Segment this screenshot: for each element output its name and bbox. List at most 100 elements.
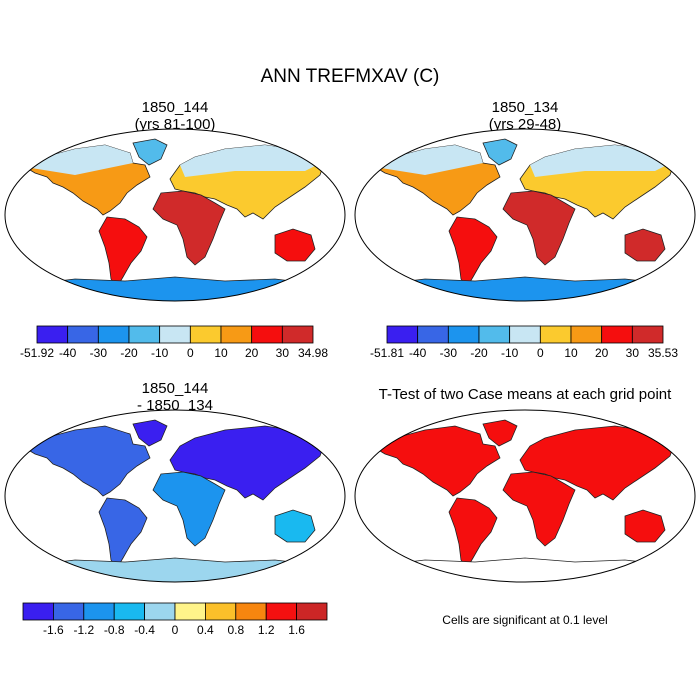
colorbar-1-label-10: 34.98: [298, 346, 328, 360]
map-antarctica-1: [23, 276, 327, 301]
colorbar-2-label-4: -20: [470, 346, 488, 360]
colorbar-1-label-2: -40: [59, 346, 77, 360]
map-australia-1: [274, 228, 316, 262]
colorbar-3-label-5: 0: [172, 623, 179, 637]
colorbar-1-box-3: [97, 325, 130, 344]
colorbar-2-box-8: [601, 325, 633, 344]
colorbar-2: -51.81 -40 -30 -20 -10 0 10 20 30 35.53: [370, 325, 678, 360]
colorbar-2-box-9: [631, 325, 664, 344]
colorbar-2-label-7: 10: [564, 346, 578, 360]
colorbar-3-label-9: 1.6: [288, 623, 305, 637]
colorbar-1-box-4: [128, 325, 161, 344]
colorbar-2-label-5: -10: [501, 346, 519, 360]
map-north-band-1: [25, 145, 133, 175]
map-australia-4: [624, 509, 666, 543]
map-greenland-1: [132, 138, 168, 166]
colorbar-3-label-7: 0.8: [227, 623, 244, 637]
colorbar-3-label-6: 0.4: [197, 623, 214, 637]
colorbar-1-label-5: -10: [151, 346, 169, 360]
colorbar-2-label-1: -51.81: [370, 346, 404, 360]
colorbar-1-label-9: 30: [276, 346, 290, 360]
colorbar-1-label-7: 10: [214, 346, 228, 360]
map-northAmerica-3: [24, 425, 151, 497]
map-antarctica-3: [23, 557, 327, 582]
colorbar-2-box-1: [386, 325, 419, 344]
map-panel-3: [4, 409, 346, 583]
colorbar-1-box-1: [36, 325, 69, 344]
colorbar-1-box-8: [251, 325, 283, 344]
colorbar-3-label-1: -1.6: [43, 623, 64, 637]
colorbar-3-label-4: -0.4: [134, 623, 155, 637]
colorbar-3-box-3: [83, 602, 115, 621]
map-antarctica-2: [373, 276, 677, 301]
panel1-title-line1: 1850_144: [141, 99, 209, 116]
colorbar-3-box-10: [296, 602, 328, 621]
colorbar-3-box-4: [113, 602, 145, 621]
colorbar-3: -1.6 -1.2 -0.8 -0.4 0 0.4 0.8 1.2 1.6: [22, 602, 328, 637]
map-southAmerica-2: [448, 216, 498, 288]
map-border-1: [4, 128, 346, 302]
colorbar-2-box-4: [478, 325, 511, 344]
colorbar-2-label-3: -30: [440, 346, 458, 360]
colorbar-2-label-6: 0: [537, 346, 544, 360]
colorbar-2-label-10: 35.53: [648, 346, 678, 360]
map-antarctica-4: [373, 557, 677, 582]
map-siberia-band-2: [530, 145, 675, 177]
colorbar-1-box-5: [159, 325, 191, 344]
map-panel-1: [4, 128, 346, 302]
colorbar-1-label-3: -30: [90, 346, 108, 360]
colorbar-2-label-2: -40: [409, 346, 427, 360]
colorbar-1-box-9: [281, 325, 314, 344]
colorbar-1-label-6: 0: [187, 346, 194, 360]
panel4-title: T-Test of two Case means at each grid po…: [378, 386, 672, 403]
map-southAmerica-1: [98, 216, 148, 288]
colorbar-1-box-6: [189, 325, 222, 344]
map-panel-2: [354, 128, 696, 302]
map-panel-4: [354, 409, 696, 583]
colorbar-2-label-8: 20: [595, 346, 609, 360]
map-africa-3: [152, 471, 226, 547]
colorbar-2-label-9: 30: [626, 346, 640, 360]
map-southAmerica-4: [448, 497, 498, 569]
colorbar-3-label-2: -1.2: [73, 623, 94, 637]
colorbar-2-box-7: [570, 325, 603, 344]
colorbar-3-label-3: -0.8: [104, 623, 125, 637]
colorbar-3-box-6: [174, 602, 206, 621]
colorbar-1-box-2: [67, 325, 99, 344]
colorbar-1-label-4: -20: [120, 346, 138, 360]
colorbar-3-box-7: [204, 602, 237, 621]
colorbar-1-box-7: [220, 325, 253, 344]
significance-note: Cells are significant at 0.1 level: [442, 613, 608, 627]
map-northAmerica-4: [374, 425, 501, 497]
panel1-title-line2: (yrs 81-100): [134, 116, 216, 133]
map-southAmerica-3: [98, 497, 148, 569]
colorbar-2-box-2: [417, 325, 449, 344]
map-siberia-band-1: [180, 145, 325, 177]
map-border-4: [354, 409, 696, 583]
map-greenland-3: [132, 419, 168, 447]
colorbar-1: -51.92 -40 -30 -20 -10 0 10 20 30 34.98: [20, 325, 328, 360]
main-title: ANN TREFMXAV (C): [260, 66, 440, 87]
colorbar-2-box-3: [447, 325, 480, 344]
map-greenland-2: [482, 138, 518, 166]
colorbar-2-box-5: [509, 325, 541, 344]
map-border-3: [4, 409, 346, 583]
panel2-title-line2: (yrs 29-48): [488, 116, 562, 133]
colorbar-3-box-9: [265, 602, 298, 621]
colorbar-3-box-2: [53, 602, 85, 621]
colorbar-3-box-8: [235, 602, 267, 621]
panel3-title-line2: - 1850_134: [137, 397, 213, 414]
map-australia-3: [274, 509, 316, 543]
map-north-band-2: [375, 145, 483, 175]
colorbar-2-box-6: [539, 325, 572, 344]
colorbar-1-label-1: -51.92: [20, 346, 54, 360]
map-border-2: [354, 128, 696, 302]
map-africa-2: [502, 190, 576, 266]
colorbar-3-label-8: 1.2: [258, 623, 275, 637]
colorbar-3-box-5: [144, 602, 176, 621]
map-greenland-4: [482, 419, 518, 447]
panel2-title-line1: 1850_134: [491, 99, 559, 116]
map-africa-4: [502, 471, 576, 547]
colorbar-3-box-1: [22, 602, 54, 621]
